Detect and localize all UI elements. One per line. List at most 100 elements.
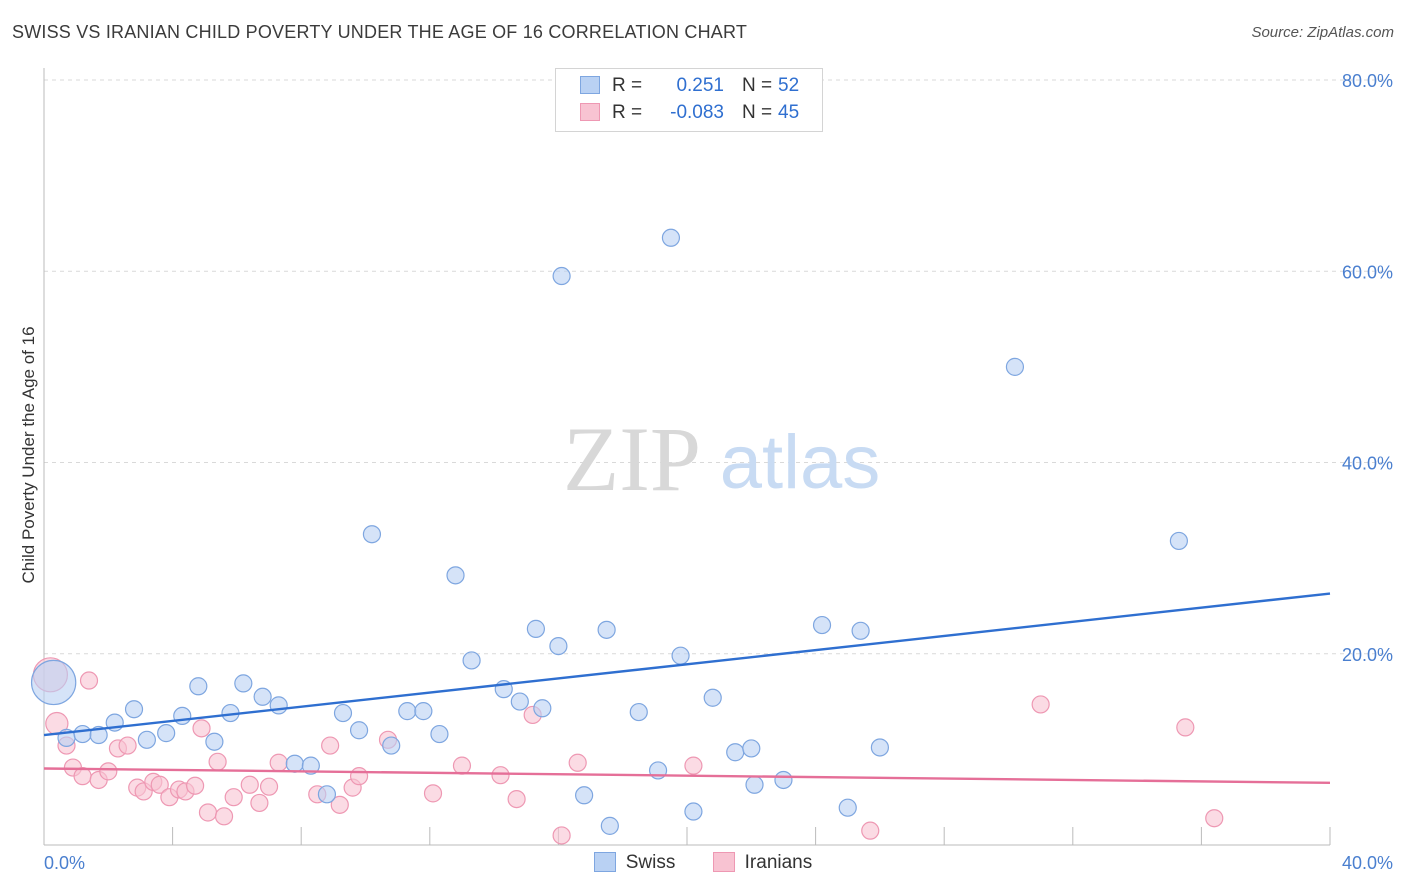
point-swiss — [137, 730, 156, 749]
point-swiss — [253, 687, 272, 706]
chart-title: SWISS VS IRANIAN CHILD POVERTY UNDER THE… — [12, 22, 748, 42]
point-swiss — [414, 702, 433, 721]
point-swiss — [446, 566, 465, 585]
trend-line-swiss — [43, 592, 1331, 737]
point-iranians — [269, 753, 288, 772]
point-swiss — [430, 724, 449, 744]
y-tick-label: 40.0% — [1342, 454, 1393, 474]
legend-label-swiss: Swiss — [625, 852, 676, 873]
point-swiss — [301, 756, 320, 775]
point-swiss — [1169, 531, 1188, 551]
point-iranians — [568, 753, 587, 772]
point-swiss — [333, 703, 353, 723]
point-swiss — [726, 743, 745, 762]
point-swiss — [745, 775, 764, 794]
point-swiss — [600, 816, 619, 835]
point-swiss — [89, 725, 108, 745]
point-swiss — [173, 706, 192, 726]
y-tick-label: 80.0% — [1342, 71, 1393, 91]
point-iranians — [1031, 695, 1050, 714]
trend-line-iranians — [43, 767, 1331, 785]
point-swiss — [398, 702, 417, 721]
series-iranians-points — [32, 657, 1224, 845]
point-iranians — [861, 821, 880, 840]
y-axis-title: Child Poverty Under the Age of 16 — [19, 326, 38, 583]
point-iranians — [224, 788, 243, 807]
swiss-swatch — [593, 852, 616, 872]
n-value: 45 — [778, 102, 800, 123]
watermark-atlas: atlas — [720, 420, 881, 505]
point-iranians — [507, 789, 526, 809]
point-iranians — [73, 767, 92, 786]
point-swiss — [870, 738, 890, 757]
point-iranians — [208, 752, 227, 771]
point-swiss — [774, 770, 793, 790]
point-swiss — [349, 721, 369, 740]
point-swiss — [549, 636, 568, 656]
point-iranians — [186, 776, 205, 795]
point-swiss — [629, 702, 648, 722]
watermark-zip: ZIP — [563, 408, 701, 510]
point-iranians — [259, 777, 279, 796]
point-iranians — [192, 719, 211, 738]
point-iranians — [491, 766, 510, 785]
r-label: R = — [612, 102, 643, 123]
trend-lines — [43, 592, 1331, 785]
x-tick-label: 40.0% — [1342, 853, 1393, 873]
point-iranians — [452, 756, 472, 775]
point-swiss — [269, 696, 288, 715]
point-swiss — [317, 785, 337, 804]
point-swiss — [661, 228, 681, 247]
point-swiss — [510, 692, 529, 711]
point-iranians — [79, 671, 99, 690]
r-value: -0.083 — [670, 102, 724, 123]
point-swiss — [552, 266, 571, 286]
point-iranians — [240, 775, 259, 794]
point-iranians — [214, 807, 234, 826]
point-iranians — [321, 736, 340, 755]
point-swiss — [575, 786, 594, 805]
point-iranians — [330, 795, 349, 814]
legend-item-swiss[interactable]: Swiss — [593, 852, 676, 874]
swiss-swatch — [580, 76, 600, 94]
legend-item-iranians[interactable]: Iranians — [712, 852, 813, 874]
point-iranians — [1176, 718, 1195, 737]
point-swiss — [205, 732, 224, 751]
point-swiss — [285, 754, 304, 773]
watermark: ZIP atlas — [563, 408, 880, 510]
point-iranians — [684, 756, 703, 775]
series-legend: Swiss Iranians — [0, 852, 1406, 874]
y-tick-label: 60.0% — [1342, 262, 1393, 282]
point-swiss — [462, 651, 481, 670]
point-swiss — [812, 615, 832, 635]
y-tick-label: 20.0% — [1342, 645, 1393, 665]
point-swiss — [73, 724, 92, 744]
point-swiss — [851, 621, 870, 640]
legend-label-iranians: Iranians — [744, 852, 813, 873]
point-swiss — [838, 798, 857, 817]
point-iranians — [349, 767, 369, 786]
legend-row-swiss: R = 0.251 N = 52 — [580, 75, 799, 101]
point-iranians — [198, 803, 218, 822]
grid-lines — [44, 79, 1392, 655]
point-swiss — [30, 659, 77, 706]
series-swiss-points — [30, 228, 1188, 835]
point-swiss — [671, 646, 690, 665]
legend-row-iranians: R = -0.083 N = 45 — [580, 102, 799, 128]
tick-labels: 20.0% 40.0% 60.0% 80.0% 0.0% 40.0% — [44, 71, 1393, 873]
point-swiss — [362, 525, 382, 544]
point-swiss — [189, 677, 208, 696]
iranians-swatch — [712, 852, 735, 872]
x-tick-label: 0.0% — [44, 853, 85, 873]
n-label: N = — [742, 102, 773, 123]
point-swiss — [703, 688, 722, 707]
r-value: 0.251 — [676, 75, 724, 96]
point-swiss — [1005, 357, 1025, 376]
stats-legend: R = 0.251 N = 52 R = -0.083 N = 45 — [555, 68, 823, 132]
point-iranians — [1205, 809, 1224, 828]
source-label: Source: ZipAtlas.com — [1251, 24, 1394, 41]
r-label: R = — [612, 75, 643, 96]
point-iranians — [250, 793, 269, 813]
point-swiss — [533, 699, 552, 718]
